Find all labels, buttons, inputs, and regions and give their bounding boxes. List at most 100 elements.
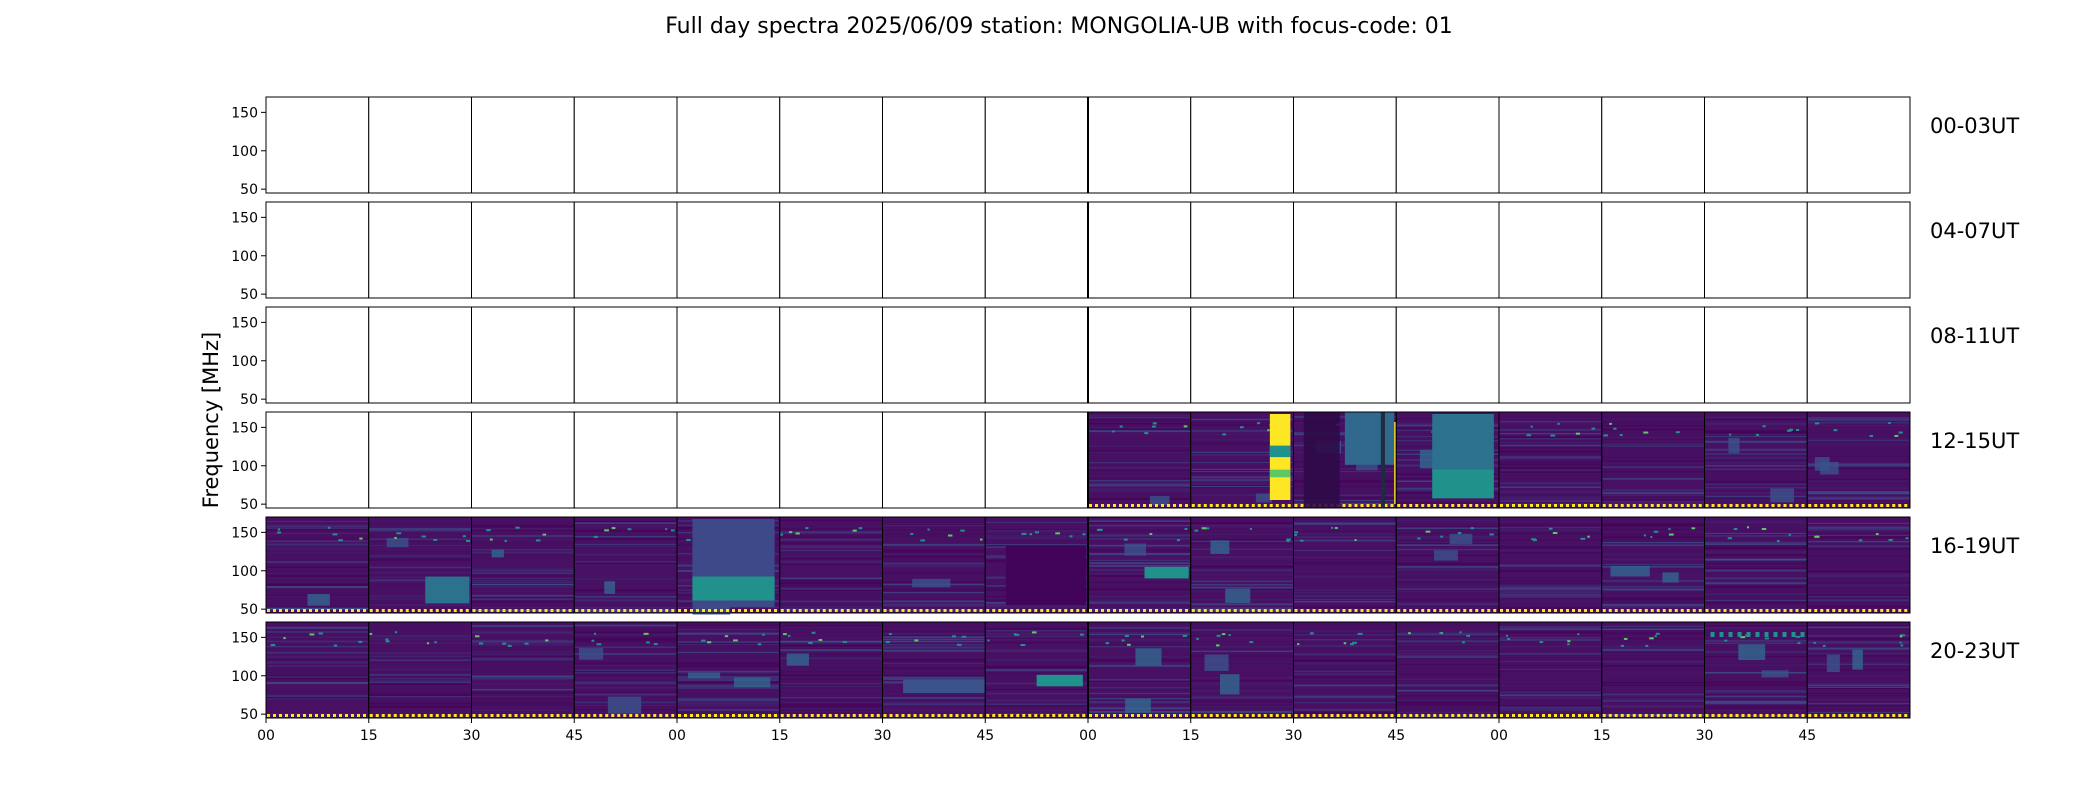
spectrogram-panel <box>1190 621 1294 719</box>
panel-row: 150 100 50 <box>231 516 1911 618</box>
panel-row: 150 100 50 <box>231 621 1911 723</box>
spectrogram-panel <box>1087 621 1192 719</box>
spectrogram-panel <box>676 306 781 404</box>
spectrogram-panel <box>1190 516 1294 614</box>
spectrogram-panel <box>779 411 883 509</box>
spectrogram-panel <box>368 201 472 299</box>
spectrogram-panel <box>1293 96 1397 194</box>
spectrogram-panel <box>779 96 883 194</box>
y-tick-label: 150 <box>231 630 258 646</box>
spectrogram-panel <box>573 621 678 719</box>
x-tick-label: 00 <box>668 728 686 744</box>
x-tick-label: 15 <box>771 728 789 744</box>
spectrogram-panel <box>1704 96 1808 194</box>
spectrogram-panel <box>779 516 883 614</box>
spectrogram-panel <box>1395 621 1500 719</box>
y-tick-label: 50 <box>240 287 258 303</box>
row-label: 12-15UT <box>1930 429 2019 453</box>
x-axis: 00 15 30 45 00 15 30 45 00 15 30 45 00 15 30 45 <box>257 718 1816 744</box>
spectrogram-panel <box>779 306 883 404</box>
panel-row: 150 100 50 <box>231 411 1911 513</box>
y-tick-label: 150 <box>231 210 258 226</box>
spectrogram-panel <box>779 201 883 299</box>
spectrogram-panel <box>265 621 370 719</box>
spectrogram-panel <box>1395 411 1500 509</box>
row-label: 00-03UT <box>1930 114 2019 138</box>
spectrogram-panel <box>1704 411 1808 509</box>
spectrogram-panel <box>1087 306 1192 404</box>
spectrogram-panel <box>676 411 781 509</box>
spectrogram-panel <box>984 516 1089 614</box>
spectrogram-panel <box>676 96 781 194</box>
x-tick-label: 30 <box>1696 728 1714 744</box>
row-label: 04-07UT <box>1930 219 2019 243</box>
spectrogram-panel <box>573 96 678 194</box>
spectrogram-panel <box>471 516 575 614</box>
spectrogram-panel <box>1190 411 1294 509</box>
spectrogram-panel <box>984 621 1089 719</box>
spectrogram-panel <box>471 96 575 194</box>
y-tick-label: 50 <box>240 602 258 618</box>
spectrogram-panel <box>471 201 575 299</box>
spectrogram-panel <box>1704 201 1808 299</box>
chart-title: Full day spectra 2025/06/09 station: MON… <box>665 14 1453 39</box>
panel-row: 150 100 50 <box>231 201 1911 303</box>
y-tick-label: 50 <box>240 182 258 198</box>
x-tick-label: 15 <box>1593 728 1611 744</box>
spectrogram-panel <box>265 411 370 509</box>
x-tick-label: 00 <box>257 728 275 744</box>
row-label: 20-23UT <box>1930 639 2019 663</box>
y-tick-label: 150 <box>231 105 258 121</box>
spectrogram-panel <box>368 516 472 614</box>
x-tick-label: 30 <box>874 728 892 744</box>
spectrogram-panel <box>265 96 370 194</box>
spectrogram-panel <box>1704 621 1808 719</box>
spectrogram-panel <box>676 516 781 615</box>
y-tick-label: 150 <box>231 525 258 541</box>
spectrogram-panel <box>984 411 1089 509</box>
spectrogram-panel <box>1190 96 1294 194</box>
spectrogram-panel <box>1293 306 1397 404</box>
panel-row: 150 100 50 <box>231 96 1911 198</box>
y-tick-label: 100 <box>231 249 258 265</box>
x-tick-label: 15 <box>360 728 378 744</box>
x-tick-label: 45 <box>1387 728 1405 744</box>
spectrogram-panel <box>1498 306 1603 404</box>
spectrogram-panel <box>1601 96 1705 194</box>
y-tick-label: 50 <box>240 707 258 723</box>
spectrogram-panel <box>471 306 575 404</box>
y-tick-label: 100 <box>231 354 258 370</box>
spectrogram-panel <box>573 201 678 299</box>
x-tick-label: 45 <box>565 728 583 744</box>
spectrogram-panel <box>1498 516 1603 614</box>
spectrogram-panel <box>1806 411 1911 509</box>
row-label: 08-11UT <box>1930 324 2019 348</box>
spectrogram-panel <box>1601 201 1705 299</box>
spectrogram-panel <box>1704 516 1808 614</box>
spectrogram-panel <box>471 621 575 719</box>
spectrogram-panel <box>1601 411 1705 509</box>
spectrogram-panel <box>1498 201 1603 299</box>
spectrogram-panel <box>1087 411 1192 509</box>
spectrogram-panel <box>882 201 986 299</box>
y-tick-label: 50 <box>240 392 258 408</box>
spectrogram-panel <box>1293 621 1397 719</box>
x-tick-label: 30 <box>1285 728 1303 744</box>
spectrogram-panel <box>1601 516 1705 614</box>
spectrogram-panel <box>1293 411 1397 509</box>
spectrogram-panel <box>676 621 781 719</box>
spectrogram-panel <box>1806 516 1911 614</box>
spectrogram-panel <box>1601 306 1705 404</box>
spectrogram-panel <box>1806 621 1911 719</box>
y-axis-label: Frequency [MHz] <box>199 332 223 508</box>
spectrogram-panel <box>1087 516 1192 614</box>
spectrogram-panel <box>1293 516 1397 614</box>
y-tick-label: 50 <box>240 497 258 513</box>
spectrogram-panel <box>368 96 472 194</box>
spectrogram-panel <box>368 306 472 404</box>
spectrogram-panel <box>676 201 781 299</box>
spectrogram-panel <box>1087 96 1192 194</box>
x-tick-label: 15 <box>1182 728 1200 744</box>
x-tick-label: 30 <box>463 728 481 744</box>
